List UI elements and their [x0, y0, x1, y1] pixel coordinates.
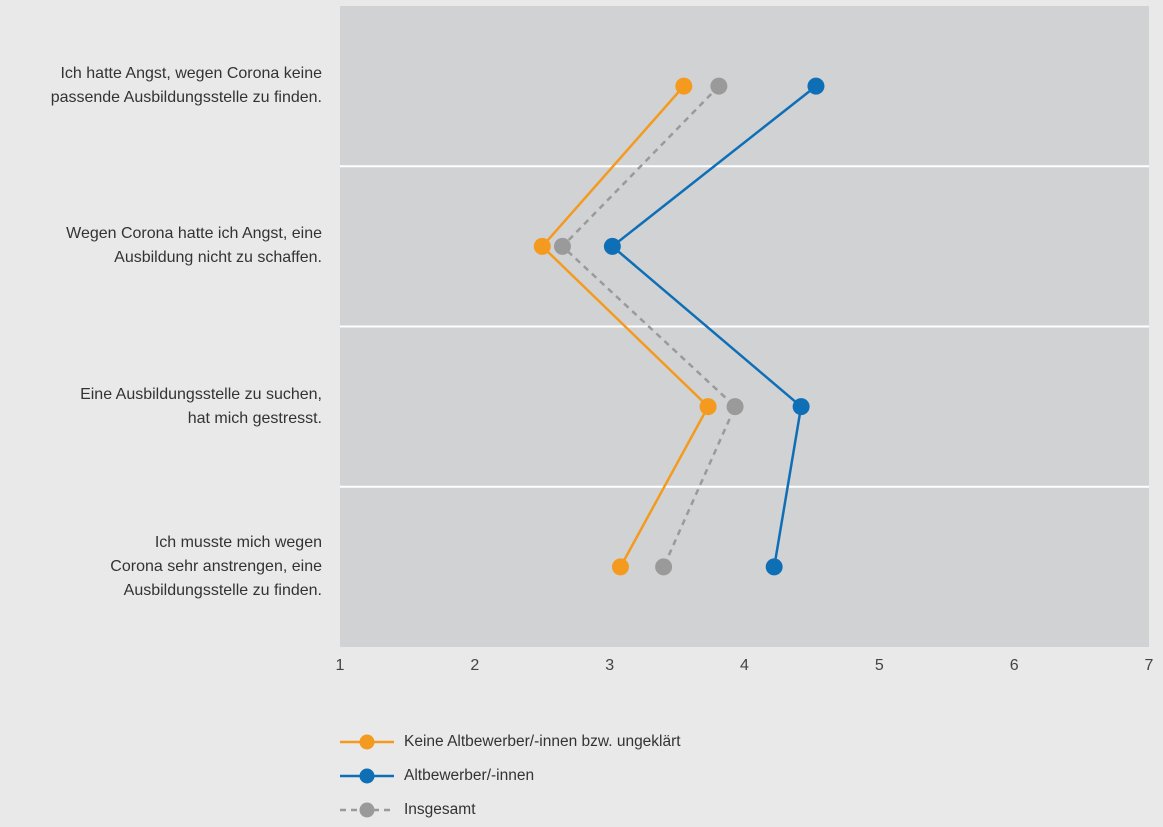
category-label: Wegen Corona hatte ich Angst, eine Ausbil…: [0, 222, 322, 270]
series-1: [603, 77, 825, 576]
category-label: Ich musste mich wegen Corona sehr anstren…: [0, 531, 322, 603]
series-2: [553, 77, 744, 576]
x-tick-label: 5: [874, 657, 884, 674]
series-0: [533, 77, 717, 576]
legend-label: Keine Altbewerber/-innen bzw. ungeklärt: [404, 733, 681, 750]
legend-swatch: [340, 802, 394, 818]
data-point: [675, 77, 693, 95]
legend-swatch: [340, 734, 394, 750]
category-label-line: Ausbildung nicht zu schaffen.: [114, 249, 322, 267]
x-tick-label: 6: [1009, 657, 1019, 674]
data-point: [603, 237, 621, 255]
data-point: [807, 77, 825, 95]
category-label-line: Ich musste mich wegen: [154, 533, 322, 551]
chart-canvas: [340, 6, 1149, 647]
legend-swatch: [340, 768, 394, 784]
x-tick-label: 2: [470, 657, 480, 674]
category-label-line: hat mich gestresst.: [187, 409, 322, 427]
data-point: [792, 398, 810, 416]
category-label-line: Wegen Corona hatte ich Angst, eine: [66, 225, 322, 243]
legend-item: Keine Altbewerber/-innen bzw. ungeklärt: [336, 725, 681, 759]
data-point: [655, 558, 673, 576]
data-point: [710, 77, 728, 95]
legend: Keine Altbewerber/-innen bzw. ungeklärt A…: [336, 725, 681, 827]
category-label-line: Corona sehr anstrengen, eine: [110, 557, 322, 575]
category-label-line: Ich hatte Angst, wegen Corona keine: [60, 65, 322, 83]
legend-label: Insgesamt: [404, 801, 476, 818]
data-point: [611, 558, 629, 576]
series-line: [560, 85, 737, 568]
series-line: [610, 85, 817, 568]
x-tick-label: 1: [335, 657, 345, 674]
x-tick-label: 4: [740, 657, 749, 674]
category-label-line: Ausbildungsstelle zu finden.: [123, 581, 322, 599]
data-point: [699, 398, 717, 416]
category-label: Eine Ausbildungsstelle zu suchen, hat mic…: [0, 383, 322, 431]
series-line: [540, 85, 710, 568]
category-label-line: passende Ausbildungsstelle zu finden.: [50, 89, 322, 107]
data-point: [726, 398, 744, 416]
legend-item: Insgesamt: [336, 793, 681, 827]
category-label: Ich hatte Angst, wegen Corona keine passe…: [0, 62, 322, 110]
data-point: [765, 558, 783, 576]
legend-item: Altbewerber/-innen: [336, 759, 681, 793]
category-label-line: Eine Ausbildungsstelle zu suchen,: [80, 385, 322, 403]
legend-label: Altbewerber/-innen: [404, 767, 535, 784]
data-point: [553, 237, 571, 255]
data-point: [533, 237, 551, 255]
x-tick-label: 7: [1144, 657, 1154, 674]
x-tick-label: 3: [605, 657, 615, 674]
